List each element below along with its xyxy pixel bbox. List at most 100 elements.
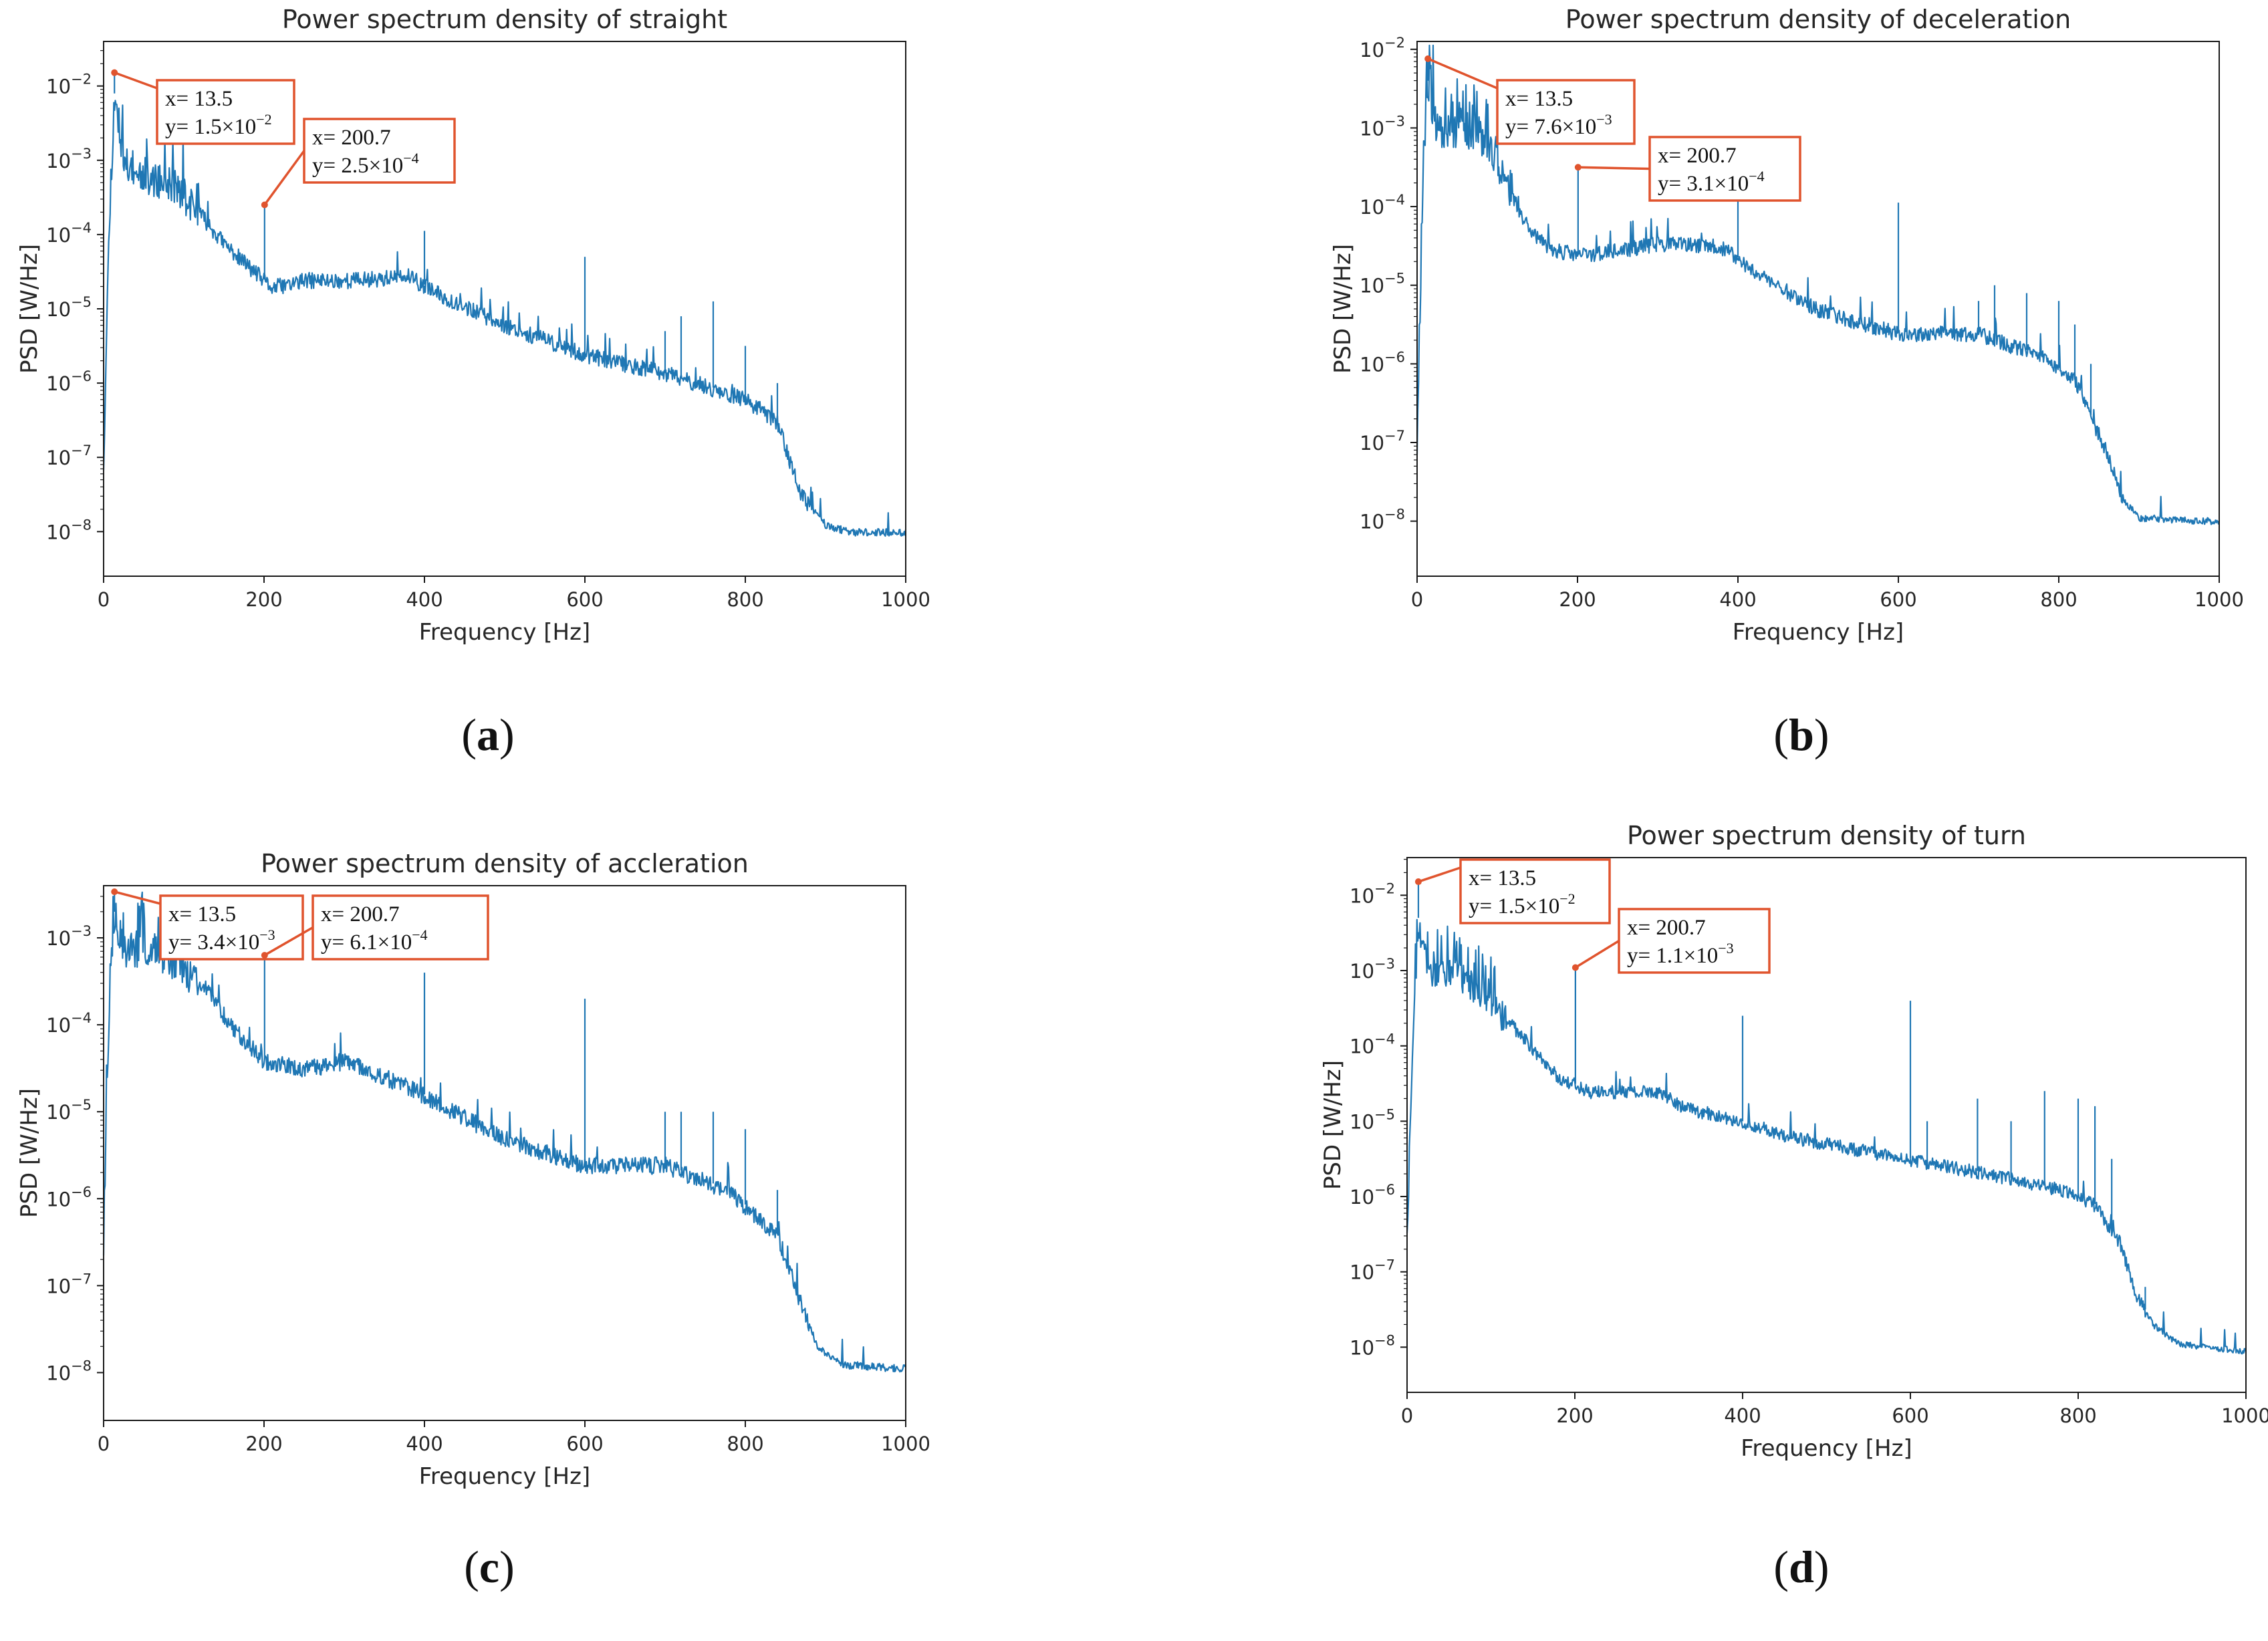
y-tick-label: 10−5 xyxy=(1360,271,1405,297)
x-tick-label: 0 xyxy=(1411,588,1423,611)
x-tick-label: 400 xyxy=(406,1432,443,1455)
annotation-x-text: x= 13.5 xyxy=(165,87,233,111)
y-tick-label: 10−7 xyxy=(1350,1257,1395,1284)
y-tick-label: 10−8 xyxy=(46,517,92,543)
annotation-leader xyxy=(114,72,158,90)
chart-title: Power spectrum density of straight xyxy=(282,5,727,34)
annotation-y-text: y= 2.5×10−4 xyxy=(312,150,419,178)
annotation-y-text: y= 3.1×10−4 xyxy=(1658,168,1765,196)
chart-panel-b: Power spectrum density of deceleration 0 2… xyxy=(1310,0,2259,668)
y-axis-label: PSD [W/Hz] xyxy=(16,244,43,374)
chart-panel-c: Power spectrum density of accleration 0 20… xyxy=(0,829,949,1497)
peak-annotation: x= 13.5y= 1.5×10−2 xyxy=(1414,858,1611,924)
x-tick-label: 600 xyxy=(1880,588,1916,611)
annotation-leader xyxy=(114,890,161,905)
psd-series-line xyxy=(1416,44,2220,525)
x-tick-label: 0 xyxy=(98,1432,110,1455)
annotation-leader xyxy=(263,150,305,206)
annotation-box xyxy=(1459,858,1611,924)
peak-annotation: x= 200.7y= 6.1×10−4 xyxy=(261,894,489,961)
psd-chart-deceleration: Power spectrum density of deceleration 0 2… xyxy=(1330,5,2244,646)
y-tick-label: 10−4 xyxy=(46,1010,92,1037)
caption-a: (a) xyxy=(461,709,515,760)
y-axis-label: PSD [W/Hz] xyxy=(1319,1060,1346,1190)
y-tick-label: 10−7 xyxy=(46,443,92,469)
y-tick-label: 10−4 xyxy=(1360,192,1405,219)
y-tick-label: 10−7 xyxy=(1360,428,1405,455)
x-tick-label: 1000 xyxy=(2194,588,2244,611)
y-tick-label: 10−7 xyxy=(46,1271,92,1297)
annotation-x-text: x= 13.5 xyxy=(1469,866,1536,890)
y-tick-label: 10−4 xyxy=(1350,1031,1395,1058)
x-tick-label: 0 xyxy=(1401,1404,1413,1427)
annotation-x-text: x= 13.5 xyxy=(1505,87,1573,111)
annotation-leader xyxy=(1427,57,1498,90)
psd-series-line xyxy=(102,891,906,1373)
caption-c: (c) xyxy=(464,1541,515,1592)
annotation-y-text: y= 1.5×10−2 xyxy=(1469,890,1576,918)
annotation-x-text: x= 200.7 xyxy=(1658,144,1737,168)
chart-title: Power spectrum density of turn xyxy=(1627,821,2026,850)
annotation-marker xyxy=(1414,878,1422,886)
annotation-marker xyxy=(1571,964,1579,971)
annotation-x-text: x= 13.5 xyxy=(168,902,236,926)
peak-annotation: x= 13.5y= 7.6×10−3 xyxy=(1424,55,1636,145)
x-tick-label: 800 xyxy=(2059,1404,2096,1427)
y-tick-label: 10−4 xyxy=(46,220,92,247)
x-tick-label: 200 xyxy=(245,1432,282,1455)
peak-annotation: x= 13.5y= 1.5×10−2 xyxy=(111,69,295,145)
x-axis-label: Frequency [Hz] xyxy=(1741,1435,1912,1462)
annotation-box xyxy=(1648,136,1801,202)
annotation-y-text: y= 3.4×10−3 xyxy=(168,926,275,955)
x-tick-label: 1000 xyxy=(881,588,930,611)
annotation-leader xyxy=(263,926,313,957)
y-tick-label: 10−8 xyxy=(46,1358,92,1384)
caption-b-label: b xyxy=(1789,709,1814,760)
caption-a-label: a xyxy=(477,709,499,760)
x-tick-label: 600 xyxy=(566,1432,603,1455)
annotation-marker xyxy=(1574,164,1582,171)
x-tick-label: 200 xyxy=(245,588,282,611)
psd-series-line xyxy=(102,100,907,537)
y-axis-label: PSD [W/Hz] xyxy=(16,1088,43,1218)
y-tick-label: 10−6 xyxy=(46,1184,92,1211)
annotation-marker xyxy=(1424,55,1432,62)
annotation-marker xyxy=(111,888,118,896)
x-axis-label: Frequency [Hz] xyxy=(419,1463,590,1490)
annotation-y-text: y= 7.6×10−3 xyxy=(1505,111,1612,139)
x-tick-label: 400 xyxy=(1719,588,1756,611)
chart-title: Power spectrum density of deceleration xyxy=(1565,5,2071,34)
y-tick-label: 10−6 xyxy=(1360,349,1405,376)
caption-d-label: d xyxy=(1789,1541,1814,1592)
annotation-marker xyxy=(261,201,268,209)
psd-chart-acceleration: Power spectrum density of accleration 0 20… xyxy=(16,849,930,1490)
x-tick-label: 200 xyxy=(1556,1404,1593,1427)
psd-series-line xyxy=(1406,918,2247,1355)
peak-annotation: x= 200.7y= 3.1×10−4 xyxy=(1574,136,1801,202)
caption-c-label: c xyxy=(479,1541,500,1592)
annotation-box xyxy=(156,79,295,145)
annotation-box xyxy=(1618,908,1771,974)
annotation-box xyxy=(1496,79,1636,145)
y-tick-label: 10−8 xyxy=(1350,1332,1395,1359)
annotation-leader xyxy=(1418,866,1461,883)
annotation-box xyxy=(303,118,456,184)
chart-panel-d: Power spectrum density of turn 0 200 400 600… xyxy=(1310,815,2268,1497)
peak-annotation: x= 200.7y= 2.5×10−4 xyxy=(261,118,456,209)
y-axis-label: PSD [W/Hz] xyxy=(1330,244,1356,374)
annotation-marker xyxy=(261,952,268,959)
y-tick-label: 10−3 xyxy=(1360,113,1405,140)
chart-title: Power spectrum density of accleration xyxy=(261,849,749,878)
y-tick-label: 10−2 xyxy=(1360,35,1405,61)
y-tick-label: 10−3 xyxy=(46,146,92,172)
caption-b: (b) xyxy=(1773,709,1830,760)
chart-panel-a: Power spectrum density of straight 0 200 40… xyxy=(0,0,949,668)
x-tick-label: 400 xyxy=(406,588,443,611)
annotation-y-text: y= 1.5×10−2 xyxy=(165,111,272,139)
annotation-box xyxy=(311,894,489,961)
x-tick-label: 800 xyxy=(727,1432,763,1455)
annotation-marker xyxy=(111,69,118,76)
peak-annotation: x= 200.7y= 1.1×10−3 xyxy=(1571,908,1771,974)
x-tick-label: 800 xyxy=(727,588,763,611)
y-tick-label: 10−3 xyxy=(1350,956,1395,983)
